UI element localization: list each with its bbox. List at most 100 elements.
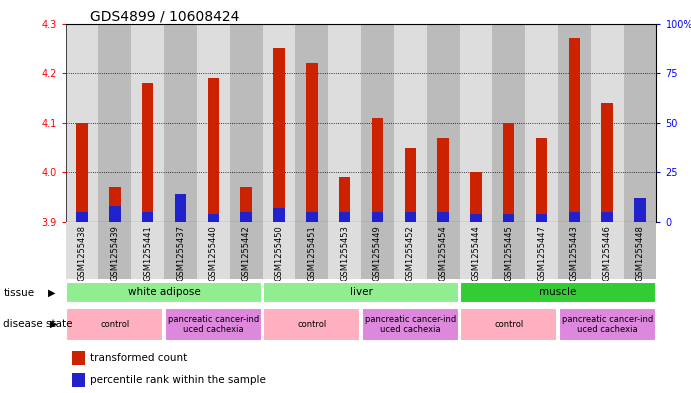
Text: GSM1255439: GSM1255439 (111, 225, 120, 281)
Bar (361, 24, 394, 222)
Bar (295, 222, 328, 279)
Text: control: control (297, 320, 326, 329)
Bar (306, 63, 318, 222)
Bar (460, 282, 656, 303)
Bar (591, 222, 623, 279)
Bar (164, 24, 197, 222)
Text: GSM1255447: GSM1255447 (537, 225, 546, 281)
Text: percentile rank within the sample: percentile rank within the sample (91, 375, 266, 385)
Bar (536, 138, 547, 222)
Bar (558, 24, 591, 222)
Bar (372, 212, 384, 222)
Text: GSM1255454: GSM1255454 (439, 225, 448, 281)
Bar (263, 24, 295, 222)
Bar (273, 208, 285, 222)
Bar (601, 103, 613, 222)
Bar (197, 222, 229, 279)
Text: GSM1255438: GSM1255438 (77, 225, 86, 281)
Text: disease state: disease state (3, 319, 73, 329)
Bar (437, 212, 449, 222)
Bar (470, 173, 482, 222)
Text: GSM1255446: GSM1255446 (603, 225, 612, 281)
Bar (142, 212, 153, 222)
Bar (569, 212, 580, 222)
Bar (207, 214, 219, 222)
Bar (623, 222, 656, 279)
Bar (558, 222, 591, 279)
Text: GSM1255450: GSM1255450 (274, 225, 283, 281)
Bar (263, 222, 295, 279)
Text: GSM1255437: GSM1255437 (176, 225, 185, 281)
Bar (229, 222, 263, 279)
Bar (164, 308, 262, 341)
Text: GSM1255441: GSM1255441 (143, 225, 152, 281)
Text: control: control (100, 320, 129, 329)
Bar (164, 222, 197, 279)
Text: pancreatic cancer-ind
uced cachexia: pancreatic cancer-ind uced cachexia (168, 314, 259, 334)
Bar (273, 48, 285, 222)
Bar (197, 24, 229, 222)
Text: GSM1255453: GSM1255453 (340, 225, 349, 281)
Text: ▶: ▶ (50, 319, 57, 329)
Bar (591, 24, 623, 222)
Bar (76, 123, 88, 222)
Bar (394, 24, 426, 222)
Text: muscle: muscle (539, 287, 577, 298)
Bar (601, 212, 613, 222)
Bar (361, 308, 459, 341)
Bar (503, 123, 515, 222)
Bar (525, 222, 558, 279)
Bar (240, 212, 252, 222)
Text: tissue: tissue (3, 288, 35, 298)
Bar (460, 308, 558, 341)
Bar (263, 308, 361, 341)
Bar (240, 187, 252, 222)
Bar (175, 217, 187, 222)
Text: GSM1255449: GSM1255449 (373, 225, 382, 281)
Bar (525, 24, 558, 222)
Bar (339, 212, 350, 222)
Bar (404, 148, 416, 222)
Bar (109, 187, 121, 222)
Text: GSM1255442: GSM1255442 (242, 225, 251, 281)
Bar (131, 24, 164, 222)
Bar (306, 212, 318, 222)
Text: control: control (494, 320, 523, 329)
Text: pancreatic cancer-ind
uced cachexia: pancreatic cancer-ind uced cachexia (365, 314, 456, 334)
Text: ▶: ▶ (48, 288, 55, 298)
Bar (437, 138, 449, 222)
Bar (66, 282, 262, 303)
Text: GSM1255445: GSM1255445 (504, 225, 513, 281)
Bar (361, 222, 394, 279)
Bar (470, 214, 482, 222)
Bar (142, 83, 153, 222)
Text: liver: liver (350, 287, 372, 298)
Text: GSM1255440: GSM1255440 (209, 225, 218, 281)
Bar (558, 308, 656, 341)
Text: pancreatic cancer-ind
uced cachexia: pancreatic cancer-ind uced cachexia (562, 314, 653, 334)
Bar (460, 222, 492, 279)
Text: GSM1255443: GSM1255443 (570, 225, 579, 281)
Bar (623, 24, 656, 222)
Text: GDS4899 / 10608424: GDS4899 / 10608424 (90, 10, 239, 24)
Text: GSM1255452: GSM1255452 (406, 225, 415, 281)
Text: GSM1255451: GSM1255451 (307, 225, 316, 281)
Bar (66, 222, 98, 279)
Bar (207, 78, 219, 222)
Bar (536, 214, 547, 222)
Bar (76, 212, 88, 222)
Bar (328, 222, 361, 279)
Bar (72, 373, 84, 387)
Bar (109, 206, 121, 222)
Bar (634, 198, 646, 222)
Bar (98, 24, 131, 222)
Bar (131, 222, 164, 279)
Bar (229, 24, 263, 222)
Bar (339, 177, 350, 222)
Bar (263, 282, 459, 303)
Bar (72, 351, 84, 365)
Text: transformed count: transformed count (91, 353, 188, 363)
Text: GSM1255448: GSM1255448 (636, 225, 645, 281)
Bar (66, 24, 98, 222)
Bar (569, 39, 580, 222)
